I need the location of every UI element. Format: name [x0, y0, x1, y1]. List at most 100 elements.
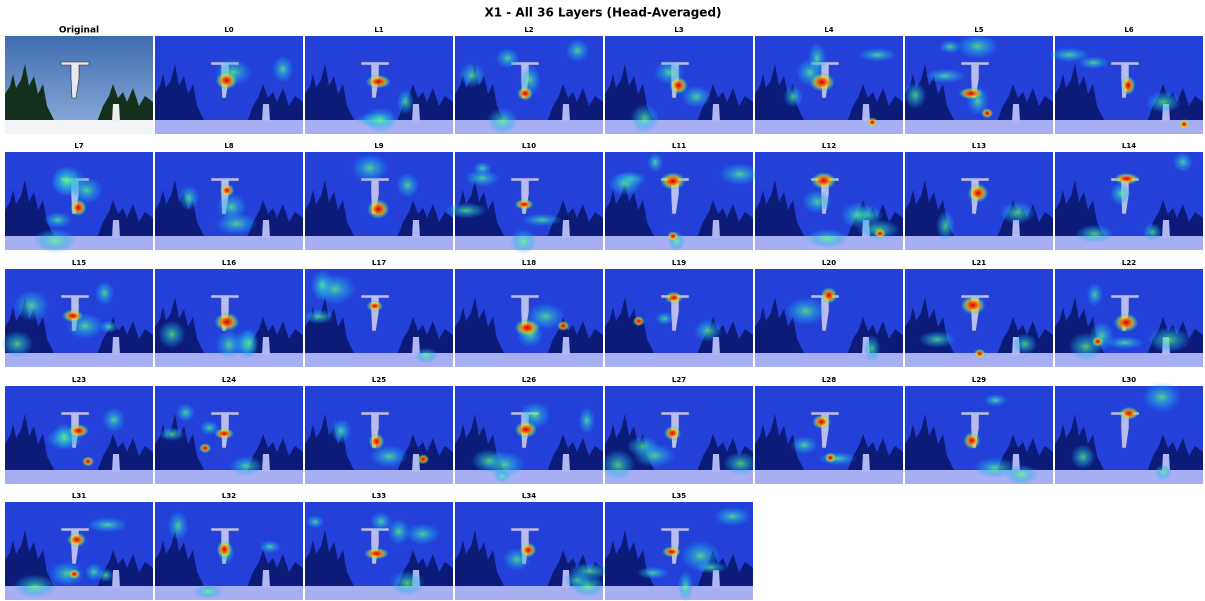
attention-peak — [660, 172, 685, 190]
panel — [601, 386, 758, 484]
attention-peak — [1178, 119, 1190, 129]
panel — [1055, 382, 1203, 484]
panel-label: L24 — [222, 376, 236, 384]
attention-peak — [821, 287, 837, 303]
snow — [5, 236, 153, 250]
panel — [5, 386, 153, 484]
panel-label: L34 — [522, 492, 536, 500]
panel — [905, 269, 1053, 367]
attention-spot — [1075, 225, 1114, 244]
attention-spot — [608, 172, 642, 195]
attention-spot — [217, 193, 247, 220]
panel-label: L10 — [522, 142, 536, 150]
attention-spot — [714, 507, 751, 526]
attention-spot — [363, 107, 398, 132]
snow — [5, 120, 153, 134]
attention-peak — [217, 540, 233, 558]
attention-spot — [102, 408, 125, 432]
attention-spot — [723, 452, 758, 475]
attention-spot — [179, 185, 200, 210]
snow — [155, 120, 303, 134]
attention-peak — [968, 184, 989, 203]
attention-spot — [44, 212, 72, 228]
attention-spot — [601, 449, 635, 481]
attention-peak — [515, 421, 537, 438]
attention-spot — [405, 523, 440, 544]
attention-spot — [70, 177, 103, 204]
snow — [1055, 470, 1203, 484]
panel-label: L20 — [822, 259, 836, 267]
attention-peak — [520, 543, 536, 558]
panel-label: L4 — [824, 26, 833, 34]
attention-spot — [999, 201, 1035, 224]
person — [262, 337, 270, 355]
snow — [5, 470, 153, 484]
person — [1162, 220, 1170, 238]
panel-label: L14 — [1122, 142, 1136, 150]
panel — [1055, 269, 1203, 367]
panel — [5, 36, 153, 134]
panel-label: L13 — [972, 142, 986, 150]
panel-label: L7 — [74, 142, 83, 150]
attention-spot — [680, 541, 720, 571]
attention-peak — [417, 454, 429, 464]
attention-peak — [216, 71, 238, 89]
attention-spot — [808, 42, 826, 74]
attention-peak — [366, 75, 391, 89]
snow — [755, 120, 903, 134]
attention-peak — [1114, 313, 1138, 332]
attention-peak — [515, 199, 534, 210]
panel-label: L2 — [524, 26, 533, 34]
snow — [5, 353, 153, 367]
attention-spot — [1154, 464, 1172, 480]
attention-spot — [445, 202, 487, 218]
person — [262, 454, 270, 472]
attention-spot — [387, 518, 410, 544]
attention-spot — [100, 320, 119, 333]
attention-peak — [824, 453, 836, 463]
person — [112, 570, 120, 588]
attention-spot — [311, 270, 334, 301]
person — [112, 220, 120, 238]
attention-spot — [521, 214, 562, 227]
attention-spot — [330, 419, 352, 443]
snow — [305, 236, 453, 250]
attention-peak — [664, 426, 681, 440]
attention-peak — [220, 184, 234, 197]
attention-peak — [1121, 76, 1135, 95]
panel — [755, 36, 903, 134]
person — [562, 454, 570, 472]
panel-label: L28 — [822, 376, 836, 384]
attention-peak — [367, 199, 389, 219]
panel — [605, 502, 753, 601]
attention-spot — [785, 297, 826, 325]
attention-spot — [459, 63, 485, 88]
attention-spot — [919, 331, 956, 348]
attention-spot — [509, 229, 537, 254]
attention-peak — [70, 199, 86, 215]
figure-title: X1 - All 36 Layers (Head-Averaged) — [484, 6, 721, 20]
attention-spot — [159, 427, 186, 441]
attention-peak — [364, 548, 388, 560]
attention-spot — [957, 34, 999, 59]
attention-spot — [351, 154, 389, 182]
attention-peak — [62, 310, 83, 323]
panel-label: L29 — [972, 376, 986, 384]
person — [112, 337, 120, 355]
snow — [605, 120, 753, 134]
attention-spot — [633, 444, 675, 467]
person — [262, 570, 270, 588]
person — [562, 220, 570, 238]
panel — [755, 386, 903, 484]
attention-spot — [677, 571, 693, 601]
panel-label: L16 — [222, 259, 236, 267]
person — [112, 104, 120, 122]
snow — [155, 236, 303, 250]
snow — [155, 586, 303, 600]
attention-spot — [13, 290, 49, 321]
panel-label: L6 — [1124, 26, 1133, 34]
attention-spot — [306, 515, 324, 528]
attention-spot — [783, 86, 803, 107]
panel-label: L18 — [522, 259, 536, 267]
snow — [905, 236, 1053, 250]
